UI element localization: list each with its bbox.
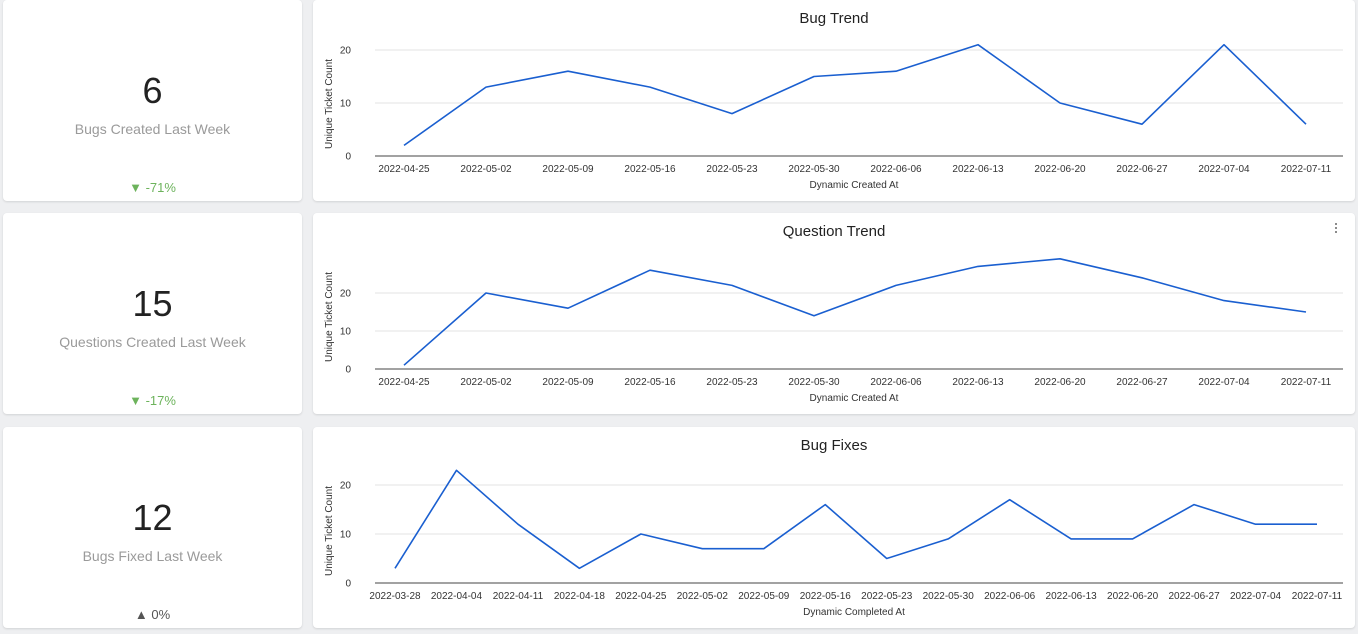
- x-tick-label: 2022-06-13: [952, 377, 1004, 388]
- y-tick-label: 20: [340, 46, 352, 57]
- down-arrow-icon: ▼: [129, 180, 142, 195]
- question-trend-chart: Question Trend 0 10 20 2022-04-25 2022-05-02 2…: [324, 223, 1343, 404]
- x-tick-label: 2022-05-09: [542, 164, 594, 175]
- x-tick-label: 2022-05-02: [460, 164, 512, 175]
- x-tick-label: 2022-06-20: [1107, 591, 1159, 602]
- x-tick-label: 2022-07-04: [1198, 164, 1250, 175]
- x-tick-label: 2022-05-30: [788, 164, 840, 175]
- x-tick-label: 2022-06-06: [870, 164, 922, 175]
- x-tick-label: 2022-04-25: [378, 377, 430, 388]
- x-tick-label: 2022-07-04: [1198, 377, 1250, 388]
- x-tick-label: 2022-05-30: [923, 591, 975, 602]
- bug-trend-chart: Bug Trend 0 10 20 2022-04-25 2022-05-02 2022-0…: [324, 10, 1343, 191]
- chart-title: Bug Trend: [799, 10, 868, 27]
- x-tick-label: 2022-05-02: [677, 591, 729, 602]
- x-tick-label: 2022-06-13: [1046, 591, 1098, 602]
- kpi-value: 6: [142, 70, 163, 111]
- x-tick-label: 2022-05-02: [460, 377, 512, 388]
- x-tick-label: 2022-05-23: [861, 591, 913, 602]
- y-tick-label: 0: [345, 579, 351, 590]
- kpi-change-value: 0%: [151, 607, 171, 622]
- y-tick-label: 0: [345, 365, 351, 376]
- more-vert-icon[interactable]: [1335, 223, 1339, 233]
- x-tick-label: 2022-05-16: [624, 164, 676, 175]
- kpi-label: Bugs Created Last Week: [74, 121, 231, 137]
- y-tick-label: 20: [340, 289, 352, 300]
- x-tick-label: 2022-06-27: [1116, 164, 1168, 175]
- x-tick-label: 2022-05-23: [706, 164, 758, 175]
- y-tick-label: 10: [340, 530, 352, 541]
- y-axis-title: Unique Ticket Count: [324, 59, 335, 149]
- x-tick-label: 2022-05-09: [738, 591, 790, 602]
- x-axis-title: Dynamic Created At: [810, 393, 899, 404]
- series-line: [403, 43, 1307, 147]
- y-axis-title: Unique Ticket Count: [324, 272, 335, 362]
- x-tick-label: 2022-04-11: [493, 591, 544, 602]
- x-tick-label: 2022-06-20: [1034, 164, 1086, 175]
- x-tick-label: 2022-07-11: [1281, 164, 1332, 175]
- kpi-change: ▲ 0%: [3, 607, 302, 622]
- y-tick-label: 10: [340, 327, 352, 338]
- series-line: [394, 469, 1317, 570]
- y-tick-label: 20: [340, 481, 352, 492]
- chart-title: Bug Fixes: [801, 437, 868, 454]
- x-tick-label: 2022-07-04: [1230, 591, 1282, 602]
- kpi-change: ▼ -71%: [3, 180, 302, 195]
- chart-card-bug-trend: Bug Trend 0 10 20 2022-04-25 2022-05-02 2022-0…: [313, 0, 1355, 201]
- x-axis-title: Dynamic Created At: [810, 180, 899, 191]
- kpi-value: 15: [132, 283, 173, 324]
- kpi-change: ▼ -17%: [3, 393, 302, 408]
- x-tick-label: 2022-03-28: [369, 591, 421, 602]
- x-tick-label: 2022-06-27: [1168, 591, 1220, 602]
- x-tick-label: 2022-06-06: [984, 591, 1036, 602]
- x-tick-label: 2022-06-13: [952, 164, 1004, 175]
- x-tick-label: 2022-07-11: [1292, 591, 1343, 602]
- x-tick-label: 2022-05-16: [800, 591, 852, 602]
- chart-card-bug-fixes: Bug Fixes 0 10 20 2022-03-28 2022-04-04 2022-0…: [313, 427, 1355, 628]
- kpi-label: Bugs Fixed Last Week: [82, 548, 223, 564]
- x-tick-label: 2022-04-18: [554, 591, 606, 602]
- down-arrow-icon: ▼: [129, 393, 142, 408]
- bug-fixes-chart: Bug Fixes 0 10 20 2022-03-28 2022-04-04 2022-0…: [324, 437, 1343, 618]
- kpi-label: Questions Created Last Week: [59, 334, 246, 350]
- chart-card-question-trend: Question Trend 0 10 20 2022-04-25 2022-05-02 2…: [313, 213, 1355, 414]
- x-tick-label: 2022-07-11: [1281, 377, 1332, 388]
- y-tick-label: 10: [340, 99, 352, 110]
- x-tick-label: 2022-04-25: [615, 591, 667, 602]
- x-tick-label: 2022-05-30: [788, 377, 840, 388]
- up-arrow-icon: ▲: [134, 607, 148, 622]
- kpi-change-value: -71%: [145, 180, 176, 195]
- chart-title: Question Trend: [783, 223, 886, 240]
- x-tick-label: 2022-06-27: [1116, 377, 1168, 388]
- x-tick-label: 2022-05-23: [706, 377, 758, 388]
- x-tick-label: 2022-04-25: [378, 164, 430, 175]
- kpi-card-bugs-fixed: 12 Bugs Fixed Last Week ▲ 0%: [3, 427, 302, 628]
- kpi-card-questions-created: 15 Questions Created Last Week ▼ -17%: [3, 213, 302, 414]
- x-tick-label: 2022-05-09: [542, 377, 594, 388]
- y-tick-label: 0: [345, 152, 351, 163]
- x-tick-label: 2022-06-06: [870, 377, 922, 388]
- kpi-change-value: -17%: [145, 393, 176, 408]
- kpi-value: 12: [132, 497, 173, 538]
- x-tick-label: 2022-04-04: [431, 591, 483, 602]
- x-tick-label: 2022-05-16: [624, 377, 676, 388]
- x-tick-label: 2022-06-20: [1034, 377, 1086, 388]
- y-axis-title: Unique Ticket Count: [324, 486, 335, 576]
- series-line: [403, 257, 1307, 366]
- x-axis-title: Dynamic Completed At: [803, 607, 905, 618]
- kpi-card-bugs-created: 6 Bugs Created Last Week ▼ -71%: [3, 0, 302, 201]
